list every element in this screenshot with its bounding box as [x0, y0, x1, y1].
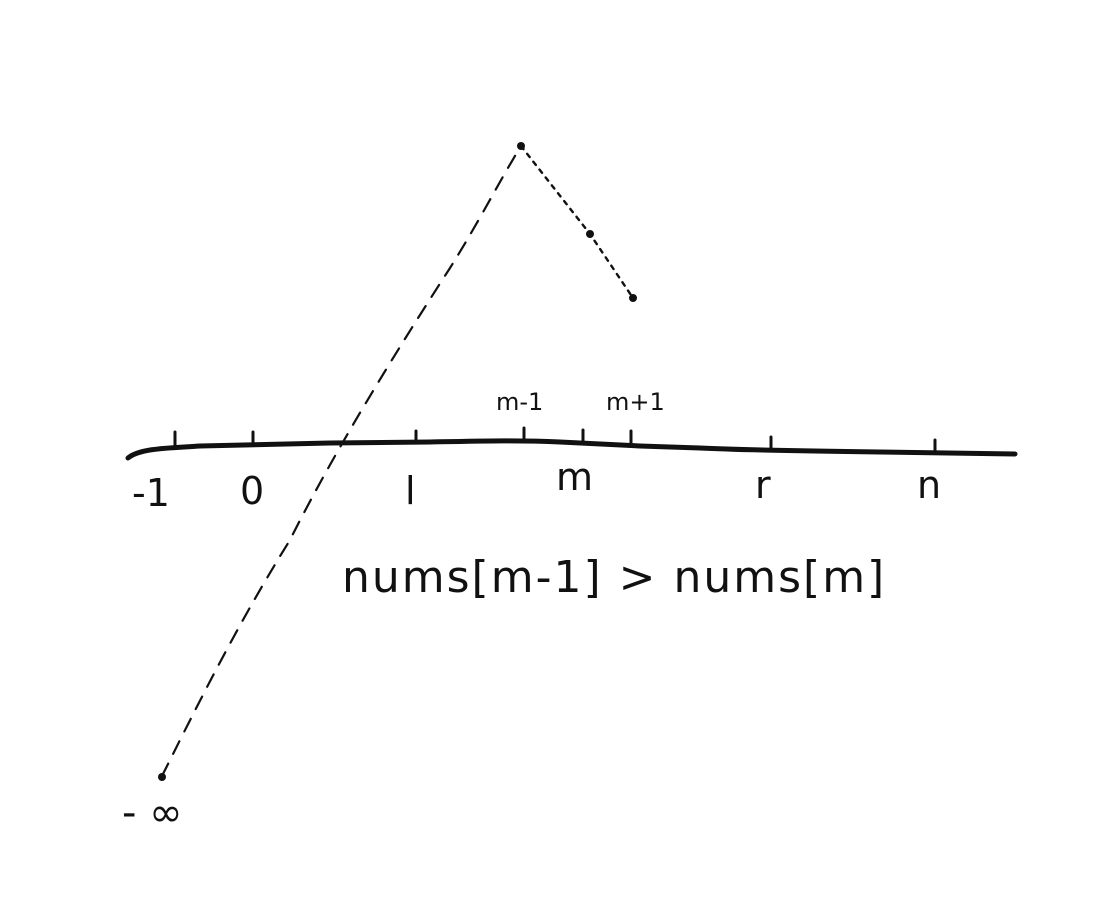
label-zero: 0: [240, 469, 264, 513]
label-l: l: [405, 469, 416, 513]
neg-infinity-label: - ∞: [122, 790, 182, 836]
axis-labels: -1 0 l m r n: [132, 455, 941, 515]
point-m: [586, 230, 594, 238]
label-m: m: [556, 455, 593, 499]
point-neg-infinity: [158, 773, 166, 781]
point-m-plus-one: [629, 294, 637, 302]
label-n: n: [917, 463, 941, 507]
axis-ticks: [173, 426, 937, 453]
number-line: [125, 438, 1018, 461]
label-r: r: [755, 463, 771, 507]
label-m-minus-one-upper: m-1: [496, 388, 543, 416]
point-peak: [517, 142, 525, 150]
label-m-plus-one-upper: m+1: [606, 388, 665, 416]
label-minus-one: -1: [132, 471, 170, 515]
dashed-rising-line: [160, 144, 523, 778]
condition-text: nums[m-1] > nums[m]: [342, 552, 886, 603]
dotted-descending-line: [519, 144, 635, 300]
